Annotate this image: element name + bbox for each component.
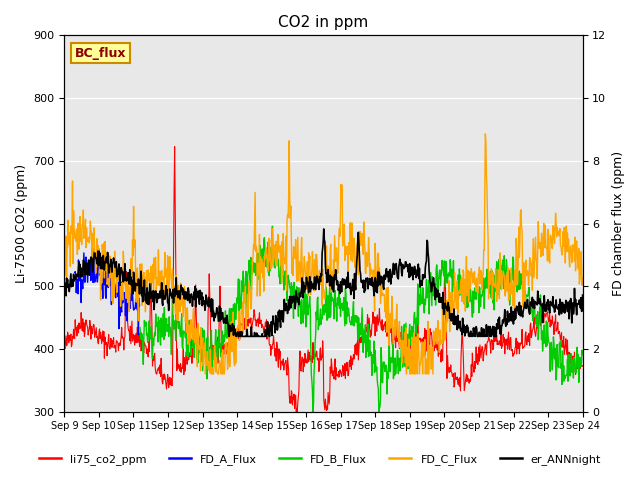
Y-axis label: Li-7500 CO2 (ppm): Li-7500 CO2 (ppm) — [15, 164, 28, 283]
Legend: li75_co2_ppm, FD_A_Flux, FD_B_Flux, FD_C_Flux, er_ANNnight: li75_co2_ppm, FD_A_Flux, FD_B_Flux, FD_C… — [35, 450, 605, 469]
Text: BC_flux: BC_flux — [75, 47, 126, 60]
Title: CO2 in ppm: CO2 in ppm — [278, 15, 369, 30]
Y-axis label: FD chamber flux (ppm): FD chamber flux (ppm) — [612, 151, 625, 296]
